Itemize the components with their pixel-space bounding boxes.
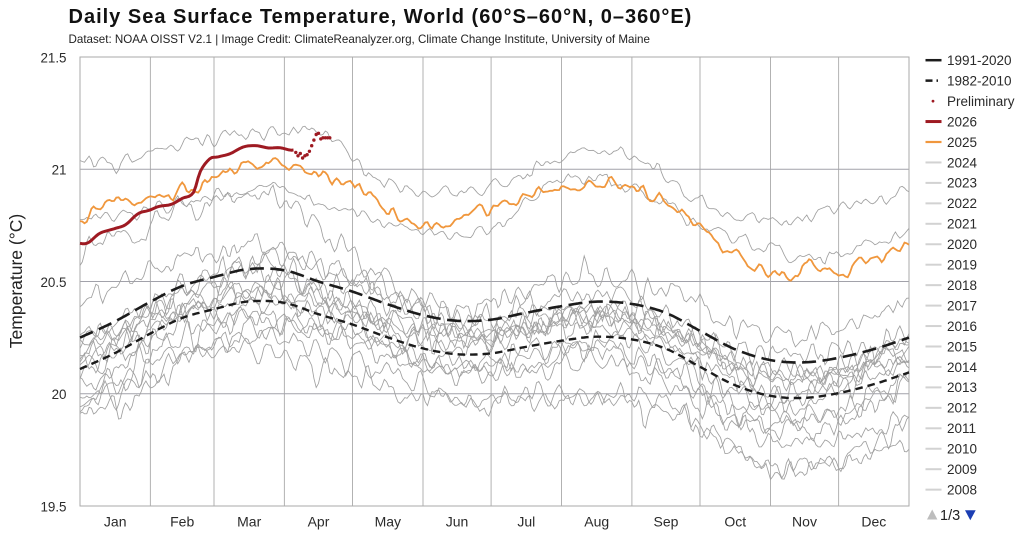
svg-text:1991-2020: 1991-2020 [947,53,1012,68]
svg-text:20: 20 [52,387,67,402]
svg-text:Jun: Jun [446,514,469,530]
svg-text:2026: 2026 [947,114,977,129]
svg-text:Jan: Jan [104,514,127,530]
svg-text:2020: 2020 [947,237,977,252]
svg-text:2022: 2022 [947,196,977,211]
svg-text:20.5: 20.5 [40,275,66,290]
svg-text:2024: 2024 [947,155,978,170]
svg-text:2009: 2009 [947,462,977,477]
svg-text:2019: 2019 [947,258,977,273]
svg-text:2012: 2012 [947,401,977,416]
svg-text:Feb: Feb [170,514,194,530]
svg-text:21: 21 [52,163,67,178]
svg-text:Jul: Jul [517,514,535,530]
svg-text:May: May [375,514,401,530]
svg-text:2011: 2011 [947,421,976,436]
svg-text:Temperature (°C): Temperature (°C) [6,214,26,348]
svg-text:21.5: 21.5 [40,50,66,65]
svg-text:Preliminary: Preliminary [947,94,1015,109]
svg-text:2025: 2025 [947,135,977,150]
svg-text:1/3: 1/3 [940,508,960,524]
svg-text:Apr: Apr [308,514,330,530]
svg-text:Dataset: NOAA OISST V2.1 | Ima: Dataset: NOAA OISST V2.1 | Image Credit:… [69,33,650,46]
svg-text:2021: 2021 [947,217,977,232]
svg-text:Aug: Aug [584,514,609,530]
svg-text:Oct: Oct [724,514,746,530]
svg-text:2018: 2018 [947,278,977,293]
svg-text:2013: 2013 [947,380,977,395]
svg-text:2015: 2015 [947,339,977,354]
svg-text:Dec: Dec [861,514,886,530]
svg-text:1982-2010: 1982-2010 [947,73,1012,88]
svg-text:2017: 2017 [947,298,977,313]
svg-text:Sep: Sep [654,514,679,530]
svg-text:Daily Sea Surface Temperature,: Daily Sea Surface Temperature, World (60… [69,6,693,28]
svg-text:2014: 2014 [947,360,978,375]
svg-text:2016: 2016 [947,319,977,334]
svg-text:2010: 2010 [947,442,977,457]
svg-text:2023: 2023 [947,176,977,191]
svg-text:Mar: Mar [237,514,261,530]
svg-text:2008: 2008 [947,482,977,497]
svg-text:Nov: Nov [792,514,817,530]
svg-text:19.5: 19.5 [40,499,66,514]
